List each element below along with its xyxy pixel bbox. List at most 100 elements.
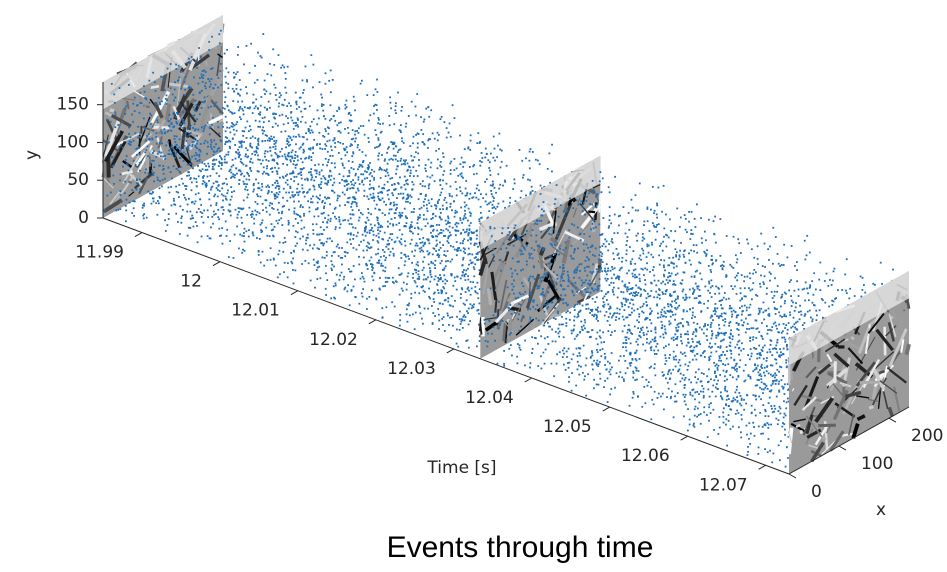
event-point [198, 160, 200, 162]
event-point [384, 251, 386, 253]
event-point [308, 262, 310, 264]
event-point [354, 130, 356, 132]
event-point [477, 253, 479, 255]
event-point [485, 148, 487, 150]
event-point [412, 166, 414, 168]
event-point [660, 259, 662, 261]
event-point [194, 145, 196, 147]
event-point [177, 192, 179, 194]
event-point [567, 285, 569, 287]
event-point [577, 313, 579, 315]
event-point [395, 173, 397, 175]
event-point [297, 183, 299, 185]
event-point [377, 137, 379, 139]
event-point [781, 337, 783, 339]
event-point [262, 251, 264, 253]
frame-texture [167, 104, 170, 121]
event-point [277, 182, 279, 184]
event-point [253, 184, 255, 186]
event-point [389, 178, 391, 180]
event-point [372, 197, 374, 199]
event-point [292, 258, 294, 260]
event-point [274, 182, 276, 184]
event-point [208, 41, 210, 43]
event-point [395, 212, 397, 214]
event-point [322, 233, 324, 235]
event-point [566, 351, 568, 353]
event-point [294, 154, 296, 156]
event-point [569, 312, 571, 314]
event-point [279, 242, 281, 244]
event-point [261, 222, 263, 224]
event-point [184, 138, 186, 140]
event-point [312, 86, 314, 88]
event-point [796, 329, 798, 331]
event-point [181, 118, 183, 120]
event-point [499, 184, 501, 186]
event-point [365, 155, 367, 157]
event-point [151, 138, 153, 140]
event-point [415, 151, 417, 153]
event-point [196, 135, 198, 137]
event-point [625, 317, 627, 319]
event-point [815, 310, 817, 312]
event-point [170, 171, 172, 173]
event-point [650, 386, 652, 388]
event-point [627, 332, 629, 334]
event-point [358, 190, 360, 192]
event-point [248, 130, 250, 132]
event-point [547, 303, 549, 305]
event-point [334, 162, 336, 164]
event-point [316, 196, 318, 198]
event-point [551, 302, 553, 304]
event-point [457, 175, 459, 177]
event-point [437, 308, 439, 310]
event-point [494, 160, 496, 162]
event-point [486, 178, 488, 180]
event-point [700, 302, 702, 304]
event-point [258, 251, 260, 253]
event-point [638, 370, 640, 372]
event-point [392, 281, 394, 283]
event-point [493, 254, 495, 256]
event-point [200, 204, 202, 206]
event-point [712, 385, 714, 387]
event-point [258, 182, 260, 184]
event-point [392, 159, 394, 161]
event-point [327, 151, 329, 153]
event-point [374, 147, 376, 149]
event-point [374, 224, 376, 226]
event-point [148, 121, 150, 123]
event-point [684, 379, 686, 381]
event-point [794, 290, 796, 292]
event-point [730, 285, 732, 287]
event-point [370, 256, 372, 258]
event-point [336, 274, 338, 276]
event-point [445, 228, 447, 230]
event-point [377, 248, 379, 250]
event-point [429, 177, 431, 179]
event-point [211, 186, 213, 188]
event-point [442, 280, 444, 282]
event-point [428, 242, 430, 244]
event-point [271, 138, 273, 140]
event-point [590, 271, 592, 273]
event-point [712, 333, 714, 335]
event-point [442, 179, 444, 181]
event-point [631, 307, 633, 309]
event-point [674, 230, 676, 232]
event-point [132, 103, 134, 105]
event-point [334, 120, 336, 122]
event-point [361, 292, 363, 294]
event-point [450, 337, 452, 339]
event-point [633, 269, 635, 271]
event-point [152, 197, 154, 199]
event-point [486, 204, 488, 206]
event-point [372, 239, 374, 241]
event-point [236, 121, 238, 123]
event-point [313, 139, 315, 141]
event-point [376, 204, 378, 206]
event-point [318, 248, 320, 250]
event-point [632, 295, 634, 297]
event-point [344, 185, 346, 187]
